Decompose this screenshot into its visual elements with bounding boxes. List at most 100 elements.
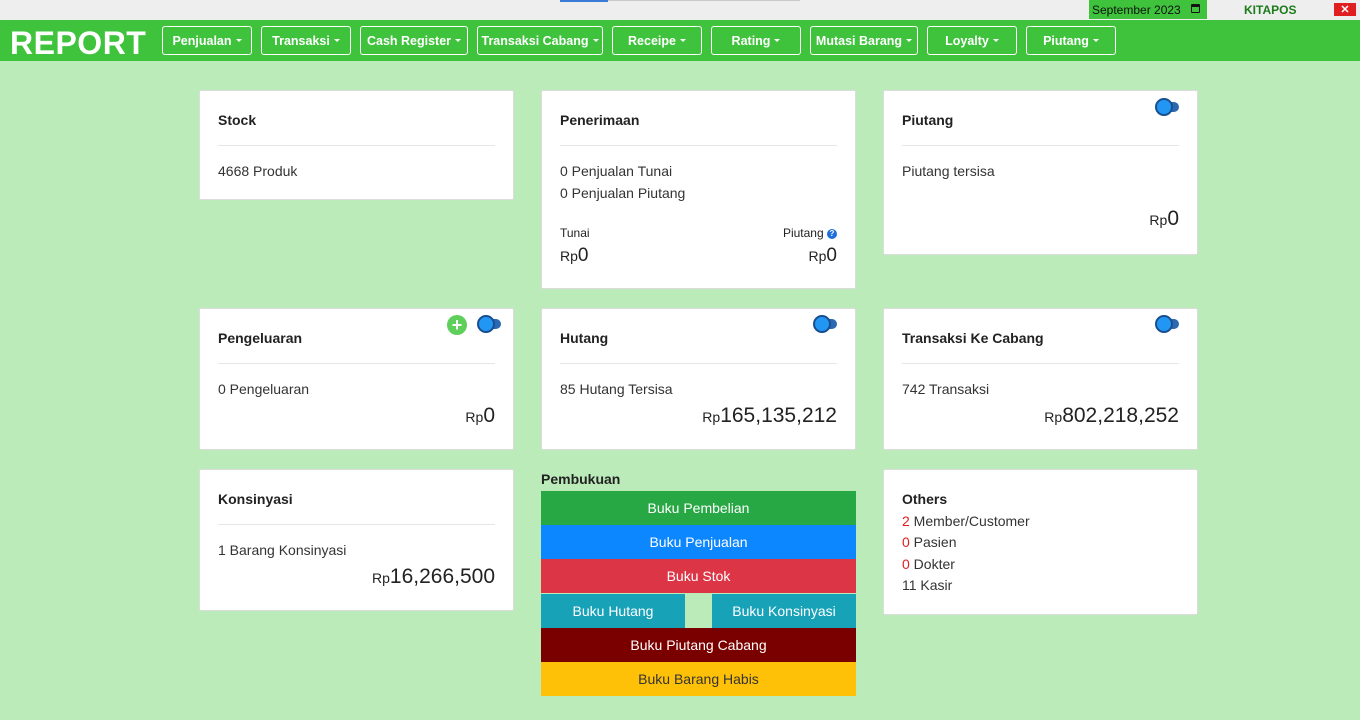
kasir-count: 11 [902, 577, 917, 593]
piutang-amount: Rp0 [809, 245, 837, 267]
close-button[interactable]: ✕ [1334, 3, 1356, 16]
toggle-knob [1155, 98, 1173, 116]
card-title: Stock [218, 112, 257, 128]
card-title: Transaksi Ke Cabang [902, 330, 1044, 346]
transaksi-cabang-card[interactable]: Transaksi Ke Cabang 742 Transaksi Rp802,… [883, 308, 1198, 450]
toggle-switch[interactable] [477, 315, 503, 333]
currency-symbol: Rp [702, 409, 721, 425]
nav-transaksi-dropdown[interactable]: Transaksi [261, 26, 351, 55]
buku-barang-habis-button[interactable]: Buku Barang Habis [541, 662, 856, 696]
nav-label: Loyalty [945, 33, 989, 48]
nav-label: Rating [731, 33, 771, 48]
pasien-count: 0 [902, 534, 910, 550]
pengeluaran-amount: Rp0 [465, 404, 495, 428]
divider [560, 363, 837, 364]
pasien-label: Pasien [909, 534, 957, 550]
penerimaan-card[interactable]: Penerimaan 0 Penjualan Tunai 0 Penjualan… [541, 90, 856, 289]
caret-down-icon [1092, 39, 1099, 42]
nav-mutasi-barang-dropdown[interactable]: Mutasi Barang [810, 26, 918, 55]
divider [218, 145, 495, 146]
hutang-amount: Rp165,135,212 [702, 404, 837, 428]
month-picker-input[interactable]: September 2023 [1089, 0, 1207, 19]
buku-stok-button[interactable]: Buku Stok [541, 559, 856, 593]
toggle-switch[interactable] [1155, 315, 1181, 333]
stock-count: 4668 Produk [218, 163, 298, 179]
caret-down-icon [592, 39, 599, 42]
caret-down-icon [679, 39, 686, 42]
calendar-icon[interactable] [1191, 4, 1200, 13]
tunai-label: Tunai [560, 226, 590, 240]
nav-cash-register-dropdown[interactable]: Cash Register [360, 26, 468, 55]
card-title: Hutang [560, 330, 609, 346]
nav-transaksi-cabang-dropdown[interactable]: Transaksi Cabang [477, 26, 603, 55]
konsinyasi-count: 1 Barang Konsinyasi [218, 542, 347, 558]
nav-loyalty-dropdown[interactable]: Loyalty [927, 26, 1017, 55]
hutang-card[interactable]: Hutang 85 Hutang Tersisa Rp165,135,212 [541, 308, 856, 450]
nav-label: Transaksi Cabang [481, 33, 589, 48]
divider [902, 145, 1179, 146]
piutang-card[interactable]: Piutang Piutang tersisa Rp0 [883, 90, 1198, 255]
penjualan-piutang-count: 0 Penjualan Piutang [560, 185, 686, 201]
currency-symbol: Rp [560, 248, 578, 264]
hutang-tersisa-count: 85 Hutang Tersisa [560, 381, 673, 397]
help-icon[interactable]: ? [827, 229, 837, 239]
top-strip [0, 0, 1360, 20]
caret-down-icon [235, 39, 242, 42]
others-row-member: 2 Member/Customer [902, 513, 1030, 529]
brand-label: KITAPOS [1244, 3, 1297, 17]
divider [218, 524, 495, 525]
amount-value: 165,135,212 [720, 404, 837, 427]
nav-penjualan-dropdown[interactable]: Penjualan [162, 26, 252, 55]
member-count: 2 [902, 513, 910, 529]
nav-label: Penjualan [172, 33, 232, 48]
nav-receipe-dropdown[interactable]: Receipe [612, 26, 702, 55]
pengeluaran-card[interactable]: + Pengeluaran 0 Pengeluaran Rp0 [199, 308, 514, 450]
others-row-pasien: 0 Pasien [902, 534, 957, 550]
konsinyasi-card[interactable]: Konsinyasi 1 Barang Konsinyasi Rp16,266,… [199, 469, 514, 611]
caret-down-icon [333, 39, 340, 42]
dokter-label: Dokter [909, 556, 955, 572]
nav-piutang-dropdown[interactable]: Piutang [1026, 26, 1116, 55]
divider [560, 145, 837, 146]
amount-value: 0 [826, 245, 837, 266]
nav-label: Mutasi Barang [815, 33, 903, 48]
amount-value: 16,266,500 [389, 565, 495, 588]
currency-symbol: Rp [1149, 212, 1168, 228]
caret-down-icon [774, 39, 781, 42]
buku-konsinyasi-button[interactable]: Buku Konsinyasi [712, 594, 856, 628]
penjualan-tunai-count: 0 Penjualan Tunai [560, 163, 673, 179]
currency-symbol: Rp [808, 248, 827, 264]
card-title: Pengeluaran [218, 330, 303, 346]
add-pengeluaran-icon[interactable]: + [447, 315, 467, 335]
currency-symbol: Rp [465, 409, 484, 425]
amount-value: 0 [577, 245, 589, 266]
card-title: Others [902, 491, 948, 507]
caret-down-icon [992, 39, 999, 42]
nav-rating-dropdown[interactable]: Rating [711, 26, 801, 55]
piutang-label-group: Piutang ? [783, 226, 837, 240]
kasir-label: Kasir [916, 577, 953, 593]
buku-hutang-button[interactable]: Buku Hutang [541, 594, 685, 628]
browser-tab-divider [608, 0, 800, 1]
buku-piutang-cabang-button[interactable]: Buku Piutang Cabang [541, 628, 856, 662]
others-card: Others 2 Member/Customer 0 Pasien 0 Dokt… [883, 469, 1198, 615]
divider [902, 363, 1179, 364]
toggle-knob [477, 315, 495, 333]
nav-label: Receipe [628, 33, 676, 48]
piutang-amount: Rp0 [1149, 207, 1179, 231]
pembukuan-title: Pembukuan [541, 471, 621, 487]
card-title: Penerimaan [560, 112, 640, 128]
buku-penjualan-button[interactable]: Buku Penjualan [541, 525, 856, 559]
toggle-switch[interactable] [813, 315, 839, 333]
currency-symbol: Rp [1044, 409, 1063, 425]
tunai-amount: Rp0 [560, 245, 588, 267]
toggle-switch[interactable] [1155, 98, 1181, 116]
caret-down-icon [455, 39, 462, 42]
month-picker-value: September 2023 [1092, 2, 1181, 17]
toggle-knob [813, 315, 831, 333]
amount-value: 802,218,252 [1062, 404, 1179, 427]
stock-card[interactable]: Stock 4668 Produk [199, 90, 514, 200]
konsinyasi-amount: Rp16,266,500 [372, 565, 495, 589]
buku-pembelian-button[interactable]: Buku Pembelian [541, 491, 856, 525]
transaksi-cabang-amount: Rp802,218,252 [1044, 404, 1179, 428]
